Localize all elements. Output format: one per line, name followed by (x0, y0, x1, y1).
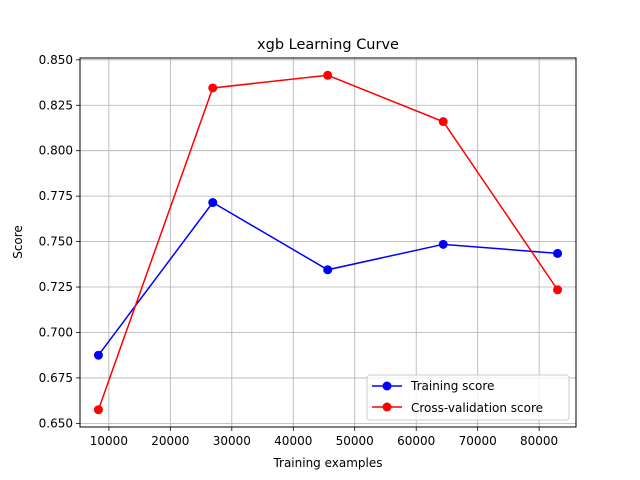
y-tick-label: 0.825 (39, 98, 73, 112)
x-tick-label: 10000 (90, 434, 128, 448)
plot-frame (79, 57, 577, 428)
x-tick-label: 60000 (397, 434, 435, 448)
series-1-point (93, 405, 103, 415)
x-axis: 10000 20000 30000 40000 50000 60000 70000 80000 (90, 427, 558, 448)
y-tick-label: 0.725 (39, 280, 73, 294)
legend-label-cv: Cross-validation score (411, 401, 543, 415)
y-axis: 0.650 0.675 0.700 0.725 0.750 0.775 0.800 0.825… (39, 53, 80, 430)
y-tick-label: 0.850 (39, 53, 73, 67)
series-0-point (323, 265, 333, 275)
y-tick-label: 0.675 (39, 371, 73, 385)
x-tick-label: 40000 (274, 434, 312, 448)
x-tick-label: 30000 (213, 434, 251, 448)
series-0-point (208, 198, 218, 208)
y-axis-label: Score (11, 225, 25, 259)
legend-marker-cv (382, 402, 392, 412)
series-1-point (438, 117, 448, 127)
y-tick-label: 0.700 (39, 325, 73, 339)
legend-label-training: Training score (410, 379, 494, 393)
chart-title: xgb Learning Curve (257, 37, 399, 53)
x-tick-label: 80000 (520, 434, 558, 448)
x-tick-label: 20000 (151, 434, 189, 448)
legend-box (366, 374, 570, 421)
x-tick-label: 70000 (459, 434, 497, 448)
series-layer (93, 70, 563, 415)
legend: Training score Cross-validation score (366, 374, 570, 421)
series-1-point (553, 285, 563, 295)
y-tick-label: 0.775 (39, 189, 73, 203)
series-0-point (553, 248, 563, 258)
series-1-point (323, 70, 333, 80)
series-0-point (93, 350, 103, 360)
y-tick-label: 0.800 (39, 144, 73, 158)
legend-marker-training (382, 381, 392, 391)
x-tick-label: 50000 (336, 434, 374, 448)
x-axis-label: Training examples (272, 456, 382, 470)
y-tick-label: 0.750 (39, 235, 73, 249)
series-1-point (208, 83, 218, 93)
series-0-point (438, 239, 448, 249)
y-tick-label: 0.650 (39, 416, 73, 430)
